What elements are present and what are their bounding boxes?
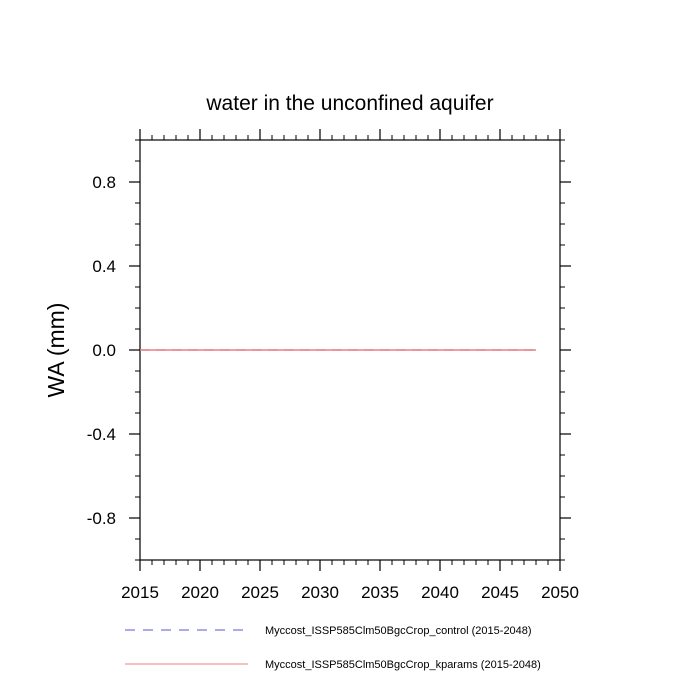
- x-tick-label: 2025: [241, 583, 279, 602]
- x-tick-label: 2030: [301, 583, 339, 602]
- x-tick-label: 2020: [181, 583, 219, 602]
- x-tick-label: 2050: [541, 583, 579, 602]
- y-tick-label: -0.8: [87, 509, 116, 528]
- legend-label-1: Myccost_ISSP585Clm50BgcCrop_control (201…: [265, 625, 532, 637]
- legend: Myccost_ISSP585Clm50BgcCrop_control (201…: [125, 625, 541, 671]
- legend-label-2: Myccost_ISSP585Clm50BgcCrop_kparams (201…: [265, 659, 541, 671]
- chart-title: water in the unconfined aquifer: [205, 92, 493, 115]
- y-tick-label: -0.4: [87, 425, 116, 444]
- y-tick-label: 0.8: [92, 173, 116, 192]
- x-tick-label: 2045: [481, 583, 519, 602]
- y-axis-label: WA (mm): [43, 303, 69, 398]
- x-tick-label: 2040: [421, 583, 459, 602]
- y-tick-label: 0.0: [92, 341, 116, 360]
- plot-area: 2015 2020 2025 2030 2035 2040 2045 2050 -0.8 -0.4…: [87, 129, 579, 602]
- y-tick-label: 0.4: [92, 257, 116, 276]
- x-tick-label: 2035: [361, 583, 399, 602]
- x-tick-label: 2015: [121, 583, 159, 602]
